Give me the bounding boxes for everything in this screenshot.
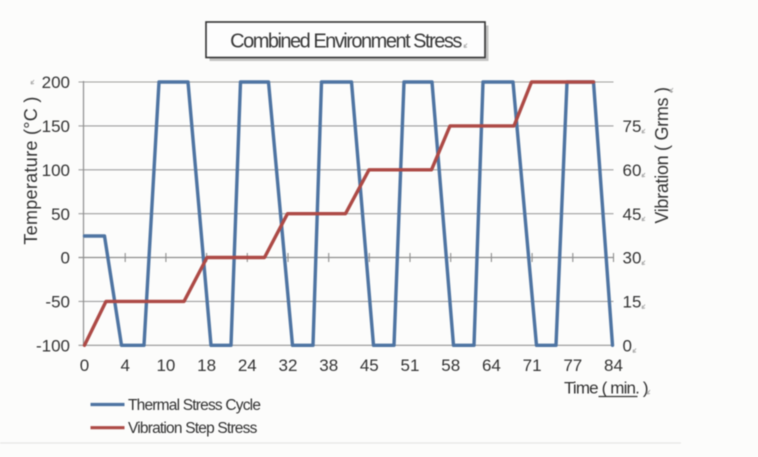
svg-text:30: 30: [623, 249, 642, 268]
svg-text:-100: -100: [36, 337, 70, 356]
svg-text:Vibration Step Stress: Vibration Step Stress: [128, 420, 258, 437]
svg-text:0: 0: [623, 337, 632, 356]
svg-text:Thermal Stress Cycle: Thermal Stress Cycle: [128, 397, 260, 414]
svg-text:32: 32: [279, 356, 298, 375]
svg-text:75: 75: [623, 117, 642, 136]
svg-text:60: 60: [623, 161, 642, 180]
svg-text:-50: -50: [45, 293, 70, 312]
svg-text:45: 45: [360, 356, 379, 375]
svg-text:51: 51: [401, 356, 420, 375]
svg-text:10: 10: [156, 356, 175, 375]
svg-text:64: 64: [482, 356, 501, 375]
svg-text:77: 77: [563, 356, 582, 375]
svg-text:100: 100: [42, 161, 70, 180]
svg-text:58: 58: [441, 356, 460, 375]
svg-text:84: 84: [604, 356, 623, 375]
svg-text:Temperature (°C ): Temperature (°C ): [21, 96, 41, 244]
svg-text:15: 15: [623, 293, 642, 312]
svg-text:18: 18: [197, 356, 216, 375]
svg-text:45: 45: [623, 205, 642, 224]
svg-text:150: 150: [42, 117, 70, 136]
svg-text:200: 200: [42, 73, 70, 92]
svg-text:0: 0: [80, 356, 89, 375]
svg-text:38: 38: [319, 356, 338, 375]
svg-text:71: 71: [523, 356, 542, 375]
svg-text:4: 4: [120, 356, 129, 375]
svg-text:Time ( min. ): Time ( min. ): [564, 379, 648, 398]
svg-text:Combined Environment Stress: Combined Environment Stress: [230, 31, 462, 53]
svg-text:50: 50: [51, 205, 70, 224]
svg-text:Vibration ( Grms ): Vibration ( Grms ): [652, 87, 672, 223]
svg-text:0: 0: [61, 249, 70, 268]
svg-text:24: 24: [238, 356, 257, 375]
